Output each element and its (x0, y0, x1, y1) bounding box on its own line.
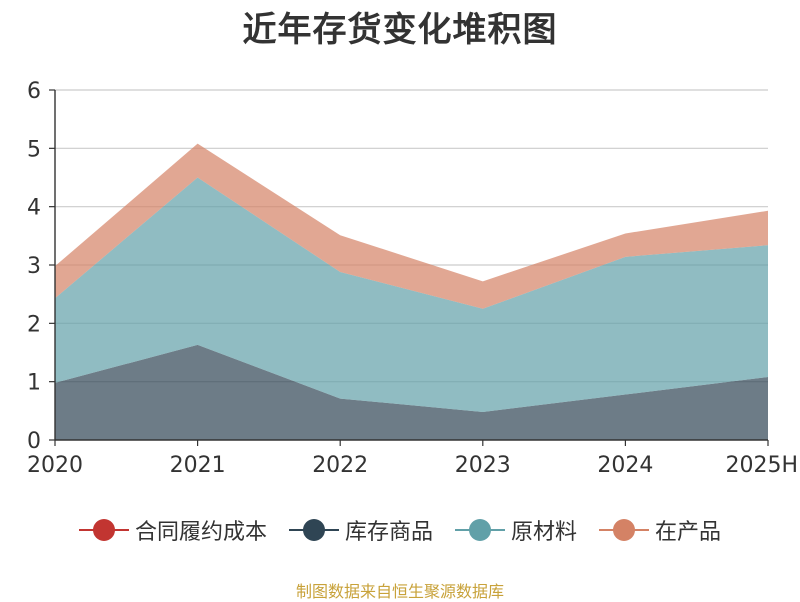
x-tick-label: 2023 (455, 453, 511, 478)
axes: 0 1 2 3 4 5 6 2020 2021 2022 2023 2024 2025H (27, 79, 798, 478)
legend-marker (599, 518, 650, 542)
x-tick-label: 2021 (170, 453, 226, 478)
legend-item-0[interactable]: 合同履约成本 (78, 514, 267, 546)
legend-label: 在产品 (655, 520, 722, 545)
chart-title: 近年存货变化堆积图 (242, 10, 558, 50)
legend: 合同履约成本 库存商品 原材料 在产品 (0, 514, 800, 546)
x-tick-label: 2024 (597, 453, 653, 478)
series-areas (55, 143, 768, 440)
y-tick-label: 5 (27, 137, 41, 162)
legend-label: 合同履约成本 (134, 520, 267, 545)
legend-label: 原材料 (511, 520, 578, 545)
y-tick-label: 6 (27, 79, 41, 104)
y-tick-label: 1 (27, 371, 41, 396)
area-series-3 (55, 143, 768, 309)
legend-marker (455, 518, 505, 542)
source-note: 制图数据来自恒生聚源数据库 (295, 582, 504, 601)
y-tick-label: 4 (27, 196, 41, 221)
y-tick-label: 0 (27, 429, 41, 454)
legend-item-3[interactable]: 在产品 (599, 514, 721, 546)
legend-item-2[interactable]: 原材料 (455, 514, 577, 546)
legend-marker (78, 518, 129, 542)
y-tick-label: 2 (27, 312, 41, 337)
area-series-1 (55, 344, 768, 440)
legend-marker (288, 518, 339, 542)
legend-label: 库存商品 (344, 520, 433, 545)
y-tick-label: 3 (27, 254, 41, 279)
x-tick-label: 2020 (27, 453, 83, 478)
area-series-2 (55, 177, 768, 412)
x-tick-label: 2022 (312, 453, 368, 478)
legend-item-1[interactable]: 库存商品 (288, 514, 433, 546)
x-tick-label: 2025H (725, 453, 798, 478)
